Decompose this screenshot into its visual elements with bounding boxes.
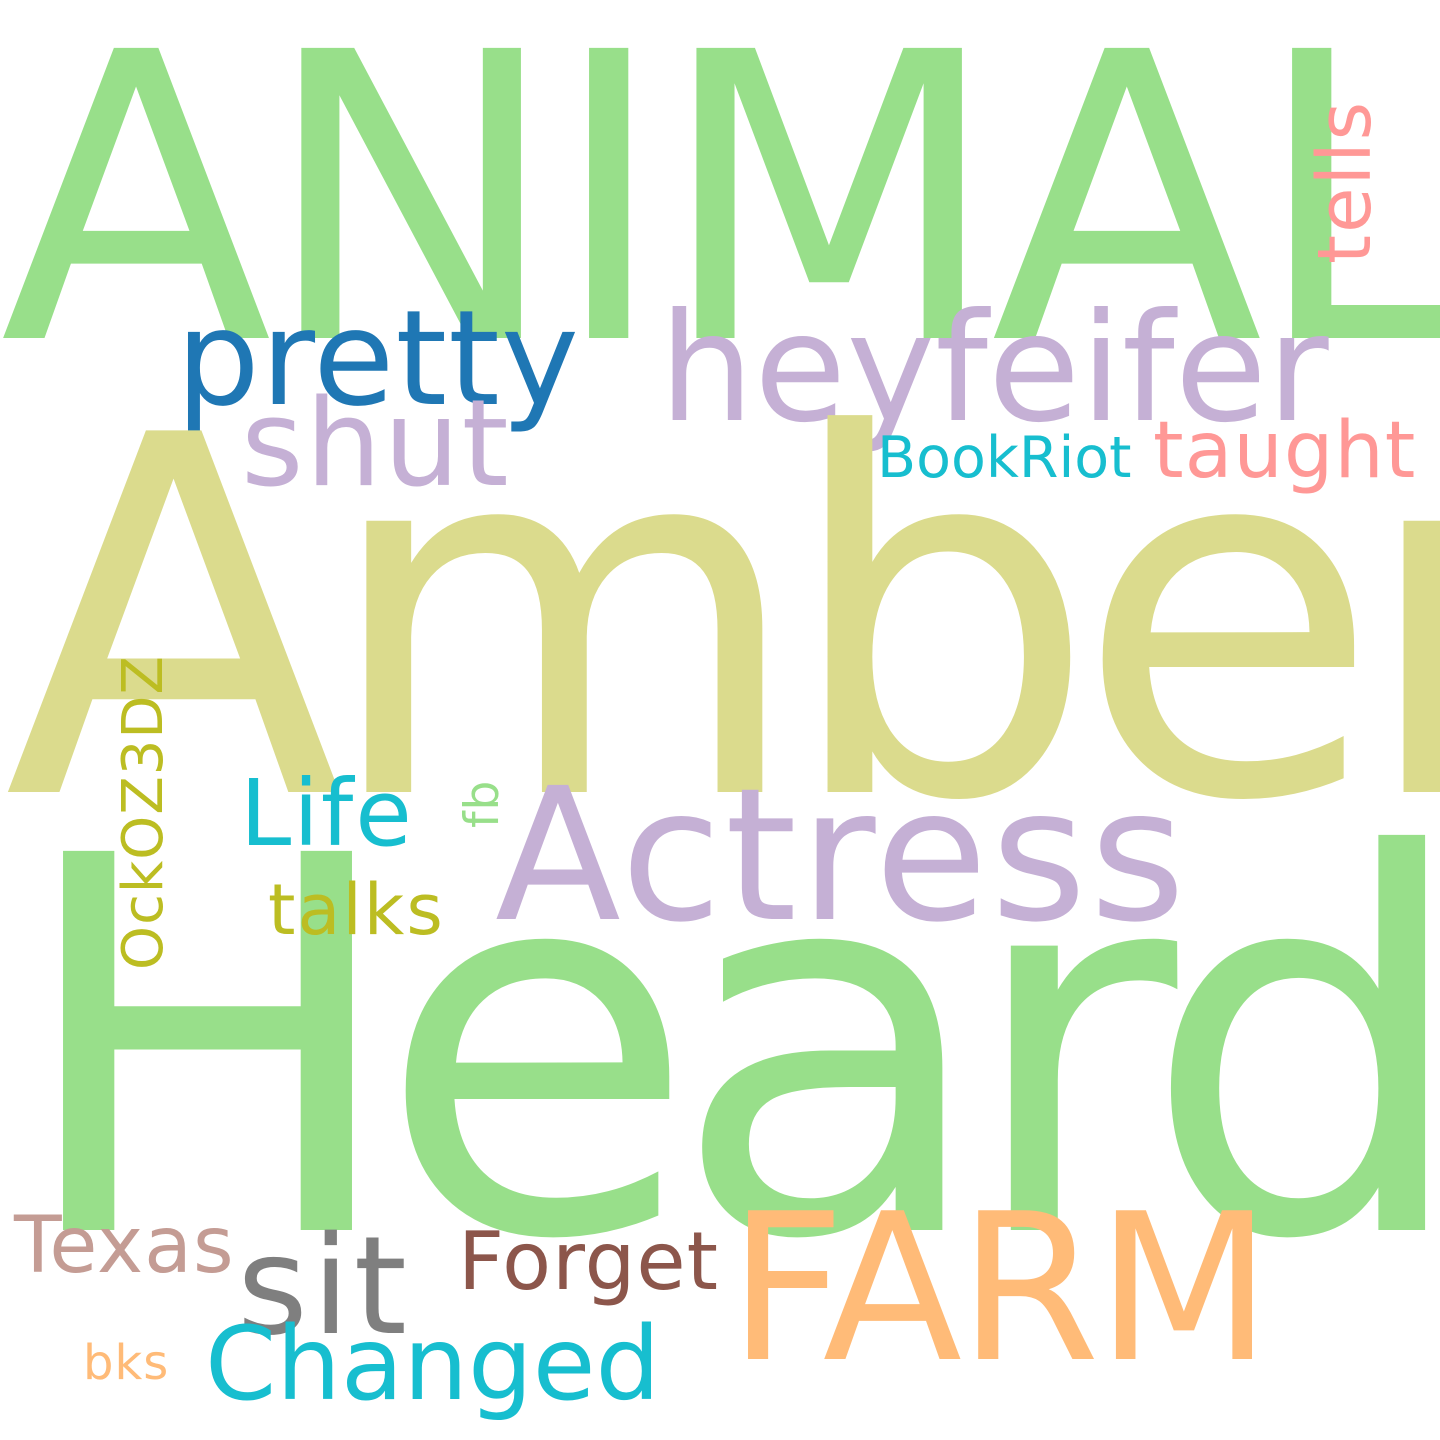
word-heyfeifer: heyfeifer <box>659 282 1329 456</box>
word-pretty: pretty <box>176 282 580 436</box>
word-amber: Amber <box>4 332 1440 909</box>
word-farm: FARM <box>728 1171 1272 1408</box>
word-fb: fb <box>455 779 510 828</box>
word-tells: tells <box>1302 99 1388 264</box>
word-actress: Actress <box>495 749 1189 963</box>
word-bookriot: BookRiot <box>877 425 1132 491</box>
word-texas: Texas <box>14 1201 235 1291</box>
word-life: Life <box>240 760 414 867</box>
word-shut: shut <box>241 375 511 514</box>
word-forget: Forget <box>458 1215 719 1308</box>
word-taught: taught <box>1153 406 1417 496</box>
word-animal: ANIMAL <box>0 0 1440 432</box>
word-heard: Heard <box>12 747 1440 1353</box>
word-ock: OckOZ3DZ <box>111 655 176 970</box>
word-bks: bks <box>83 1335 170 1391</box>
word-changed: Changed <box>205 1305 661 1424</box>
word-sit: sit <box>237 1208 411 1366</box>
word-talks: talks <box>268 869 445 951</box>
